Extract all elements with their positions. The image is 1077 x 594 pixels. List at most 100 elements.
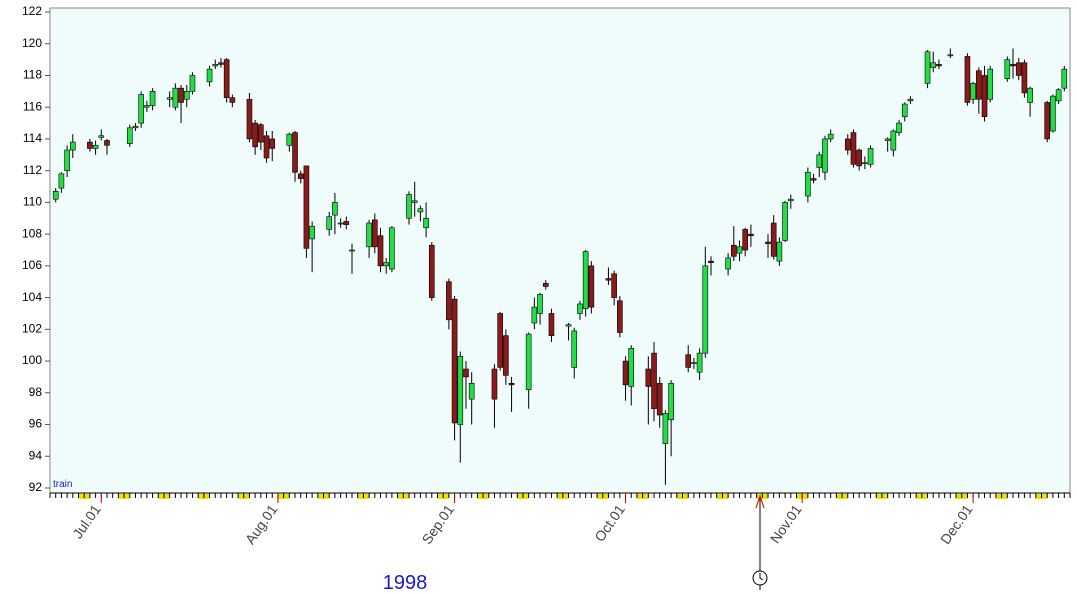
candle-body bbox=[212, 64, 219, 67]
candle-body bbox=[884, 138, 891, 141]
candle-body bbox=[611, 273, 617, 298]
candle-body bbox=[263, 135, 270, 159]
candle-body bbox=[309, 225, 315, 240]
candle-body bbox=[981, 75, 988, 118]
y-tick-label: 114 bbox=[23, 131, 42, 145]
candle-body bbox=[588, 265, 595, 308]
candle-body bbox=[730, 244, 737, 257]
candle-body bbox=[964, 56, 971, 103]
candle-body bbox=[862, 162, 868, 165]
candle-body bbox=[149, 91, 156, 106]
candle-body bbox=[104, 140, 110, 146]
candle-body bbox=[178, 87, 184, 103]
candle-body bbox=[582, 251, 589, 310]
year-label: 1998 bbox=[383, 572, 428, 594]
candle-body bbox=[1061, 68, 1068, 89]
candle-body bbox=[1004, 59, 1011, 79]
candle-body bbox=[383, 262, 390, 267]
candle-body bbox=[987, 68, 994, 100]
y-tick-label: 106 bbox=[22, 258, 42, 272]
candle-body bbox=[503, 335, 509, 376]
candle-body bbox=[87, 141, 93, 149]
candle-body bbox=[1055, 89, 1062, 102]
candle-body bbox=[497, 313, 503, 368]
x-tick-label: Dec.01 bbox=[937, 501, 976, 547]
y-tick-label: 98 bbox=[29, 385, 43, 399]
candle-body bbox=[970, 83, 976, 100]
candle-body bbox=[844, 138, 851, 151]
candle-body bbox=[223, 59, 230, 98]
candle-body bbox=[805, 171, 811, 197]
candle-body bbox=[890, 130, 897, 151]
candle-body bbox=[286, 133, 293, 146]
plot-area bbox=[49, 7, 1071, 494]
candle-body bbox=[343, 221, 350, 225]
candle-body bbox=[1021, 62, 1028, 94]
candle-body bbox=[571, 330, 578, 368]
candle-body bbox=[349, 249, 355, 252]
cursor-arrow bbox=[755, 494, 765, 509]
candle-body bbox=[183, 91, 190, 100]
y-tick-label: 116 bbox=[23, 99, 42, 113]
candle-body bbox=[850, 132, 857, 165]
candle-body bbox=[377, 235, 384, 267]
candle-body bbox=[776, 241, 783, 262]
candle-body bbox=[685, 354, 692, 368]
candle-body bbox=[98, 135, 105, 138]
candle-body bbox=[246, 98, 253, 140]
candle-body bbox=[708, 260, 714, 263]
candle-body bbox=[901, 103, 908, 118]
cursor bbox=[752, 494, 768, 590]
candle-body bbox=[166, 97, 173, 100]
candle-body bbox=[651, 352, 657, 409]
candle-body bbox=[366, 222, 372, 248]
candle-body bbox=[936, 64, 942, 67]
annotation: train bbox=[53, 479, 72, 490]
y-tick-label: 94 bbox=[29, 448, 43, 462]
candle-body bbox=[531, 306, 538, 324]
y-tick-label: 122 bbox=[22, 4, 42, 18]
candle-body bbox=[292, 132, 298, 173]
candle-body bbox=[628, 348, 635, 387]
candle-body bbox=[451, 298, 458, 424]
candle-body bbox=[645, 368, 652, 387]
candle-body bbox=[411, 200, 418, 203]
candle-body bbox=[736, 246, 743, 254]
candle-body bbox=[206, 68, 213, 83]
candle-body bbox=[417, 208, 424, 213]
candle-body bbox=[930, 62, 937, 68]
candle-body bbox=[896, 122, 902, 133]
candle-body bbox=[765, 241, 771, 244]
y-tick-label: 104 bbox=[22, 290, 42, 304]
candle-body bbox=[577, 303, 583, 314]
candle-body bbox=[126, 127, 133, 144]
candle-body bbox=[702, 265, 709, 354]
candle-body bbox=[696, 352, 703, 373]
x-tick-label: Aug.01 bbox=[242, 501, 281, 547]
candle-body bbox=[742, 229, 748, 251]
candle-body bbox=[132, 125, 139, 129]
y-tick-label: 108 bbox=[22, 226, 42, 240]
candle-body bbox=[463, 368, 469, 378]
candle-body bbox=[668, 382, 674, 421]
x-axis-strip bbox=[49, 492, 1071, 499]
y-tick-label: 110 bbox=[23, 195, 42, 209]
candle-body bbox=[537, 294, 543, 314]
candle-body bbox=[218, 62, 224, 65]
candle-body bbox=[58, 173, 65, 189]
candle-body bbox=[144, 105, 150, 108]
candle-body bbox=[332, 202, 338, 216]
candle-body bbox=[856, 149, 862, 167]
candle-body bbox=[389, 227, 395, 270]
candle-body bbox=[64, 149, 70, 171]
candle-body bbox=[189, 75, 196, 92]
candle-body bbox=[605, 278, 612, 281]
candle-body bbox=[269, 138, 276, 149]
candle-body bbox=[252, 122, 258, 148]
y-tick-label: 102 bbox=[22, 322, 42, 336]
candle-body bbox=[337, 222, 344, 225]
candle-body bbox=[656, 382, 663, 416]
candle-body bbox=[565, 324, 572, 327]
candle-body bbox=[468, 382, 475, 400]
